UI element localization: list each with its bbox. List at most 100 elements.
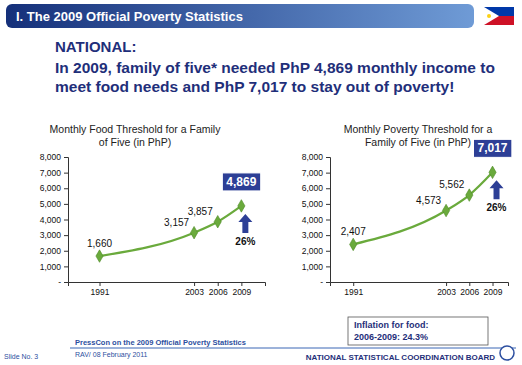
flag-triangle <box>484 7 499 25</box>
x-tick-label: 2003 <box>437 287 456 297</box>
plot-area <box>96 200 245 263</box>
y-tick-mark <box>64 282 68 283</box>
y-tick-label: - <box>58 277 61 287</box>
flag <box>484 7 514 25</box>
y-tick-mark <box>326 282 330 283</box>
note: Inflation for food:2006-2009: 24.3% <box>348 317 488 345</box>
footer-slide: Slide No. 3 <box>4 353 38 360</box>
annotation: 26% <box>235 214 255 247</box>
y-tick-label: 7,000 <box>40 168 62 178</box>
y-tick-mark <box>64 173 68 174</box>
y-tick-mark <box>326 266 330 267</box>
y-tick: 1,000 <box>40 262 68 272</box>
y-tick-label: 1,000 <box>40 262 62 272</box>
y-tick-mark <box>326 220 330 221</box>
y-tick: 5,000 <box>302 199 330 209</box>
header-title: I. The 2009 Official Poverty Statistics <box>16 9 243 24</box>
x-tick-mark <box>353 282 354 286</box>
text-line: meet food needs and PhP 7,017 to stay ou… <box>55 78 454 95</box>
header-bar <box>6 4 474 28</box>
x-tick-mark <box>446 282 447 286</box>
footer-reference: RAV/ 08 February 2011 <box>75 351 148 359</box>
x-tick-mark <box>493 282 494 286</box>
text-line: Family of Five (in PhP) <box>365 136 471 148</box>
x-tick-label: 1991 <box>344 287 363 297</box>
x-tick-label: 2009 <box>232 287 251 297</box>
y-tick-label: 3,000 <box>40 230 62 240</box>
annotation-text: 26% <box>235 236 255 247</box>
data-point <box>96 250 103 262</box>
footer-agency: NATIONAL STATISTICAL COORDINATION BOARD <box>306 353 496 362</box>
x-tick: 2009 <box>232 282 251 297</box>
text-line: Monthly Food Threshold for a Family <box>50 123 222 135</box>
annotation-arrow <box>490 180 504 199</box>
y-tick: - <box>58 277 68 287</box>
y-tick: 2,000 <box>302 246 330 256</box>
flag-sun <box>487 14 491 18</box>
highlight-box <box>474 139 512 157</box>
footer-rule <box>70 348 516 349</box>
y-tick-mark <box>326 157 330 158</box>
data-point <box>190 226 197 238</box>
y-tick-label: 8,000 <box>302 152 324 162</box>
y-tick-mark <box>326 204 330 205</box>
data-label: 1,660 <box>87 238 112 249</box>
x-tick-label: 2006 <box>460 287 479 297</box>
y-tick: 8,000 <box>302 152 330 162</box>
x-axis: 1991 2003 2006 2009 <box>331 282 509 297</box>
footer: PressCon on the 2009 Official Poverty St… <box>4 338 516 362</box>
footer-event: PressCon on the 2009 Official Poverty St… <box>75 338 246 347</box>
data-label: 5,562 <box>439 179 464 190</box>
x-tick-label: 2003 <box>185 287 204 297</box>
y-tick-label: 5,000 <box>302 199 324 209</box>
data-label: 7,017 <box>478 141 508 155</box>
y-tick-label: 3,000 <box>302 230 324 240</box>
y-tick-label: 5,000 <box>40 199 62 209</box>
x-axis-line <box>69 283 266 287</box>
annotation-text: 26% <box>487 202 507 213</box>
y-tick-label: 1,000 <box>302 262 324 272</box>
x-tick-mark <box>241 282 242 286</box>
highlight-label: 7,017 <box>474 139 512 157</box>
y-tick-label: 6,000 <box>40 183 62 193</box>
headline: In 2009, family of five* needed PhP 4,86… <box>55 59 495 95</box>
section-label: NATIONAL: <box>55 38 136 55</box>
x-axis: 1991200320062009 <box>69 282 266 297</box>
y-tick-mark <box>64 204 68 205</box>
chart-title: Monthly Poverty Threshold for aFamily of… <box>344 123 493 148</box>
y-tick-label: 2,000 <box>40 246 62 256</box>
x-tick-mark <box>469 282 470 286</box>
x-axis-line <box>331 283 509 287</box>
data-line <box>100 206 242 256</box>
y-axis: - 1,000 2,000 3,000 4,000 5,000 6,000 7,000 8,00… <box>40 152 69 287</box>
y-tick-mark <box>64 188 68 189</box>
footer-logo <box>500 346 514 360</box>
y-tick-label: 4,000 <box>302 215 324 225</box>
x-tick: 2009 <box>484 282 503 297</box>
y-tick-mark <box>64 251 68 252</box>
text-line: In 2009, family of five* needed PhP 4,86… <box>55 59 495 76</box>
y-tick: 6,000 <box>40 183 68 193</box>
y-tick-mark <box>326 173 330 174</box>
y-tick-label: 6,000 <box>302 183 324 193</box>
y-axis-line <box>326 158 331 283</box>
x-tick: 1991 <box>344 282 363 297</box>
chart: Monthly Food Threshold for a Familyof Fi… <box>40 123 266 297</box>
data-point <box>214 215 221 227</box>
data-labels: 2,4074,5735,5627,017 <box>341 139 512 237</box>
text-line: Monthly Poverty Threshold for a <box>344 123 493 135</box>
y-tick-label: 8,000 <box>40 152 62 162</box>
y-tick: 4,000 <box>302 215 330 225</box>
y-tick-label: 2,000 <box>302 246 324 256</box>
y-tick-label: 4,000 <box>40 215 62 225</box>
y-tick-mark <box>64 235 68 236</box>
y-tick: 6,000 <box>302 183 330 193</box>
x-tick: 1991 <box>91 282 110 297</box>
slide-canvas: I. The 2009 Official Poverty Statistics N… <box>0 0 522 365</box>
data-point <box>350 238 357 250</box>
x-tick-mark <box>100 282 101 286</box>
data-line <box>353 172 492 244</box>
note-text: 2006-2009: 24.3% <box>354 332 428 342</box>
data-labels: 1,6603,1573,8574,869 <box>87 173 261 249</box>
data-point <box>466 189 473 201</box>
